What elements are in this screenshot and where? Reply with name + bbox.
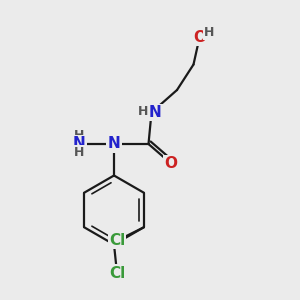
Text: O: O bbox=[193, 30, 206, 45]
Text: H: H bbox=[204, 26, 214, 39]
Text: H: H bbox=[74, 146, 85, 159]
Text: H: H bbox=[74, 129, 85, 142]
Text: N: N bbox=[73, 136, 86, 152]
Text: O: O bbox=[164, 156, 178, 171]
Text: Cl: Cl bbox=[109, 266, 125, 280]
Text: Cl: Cl bbox=[109, 233, 125, 248]
Text: N: N bbox=[108, 136, 120, 152]
Text: N: N bbox=[149, 105, 161, 120]
Text: H: H bbox=[138, 105, 148, 118]
